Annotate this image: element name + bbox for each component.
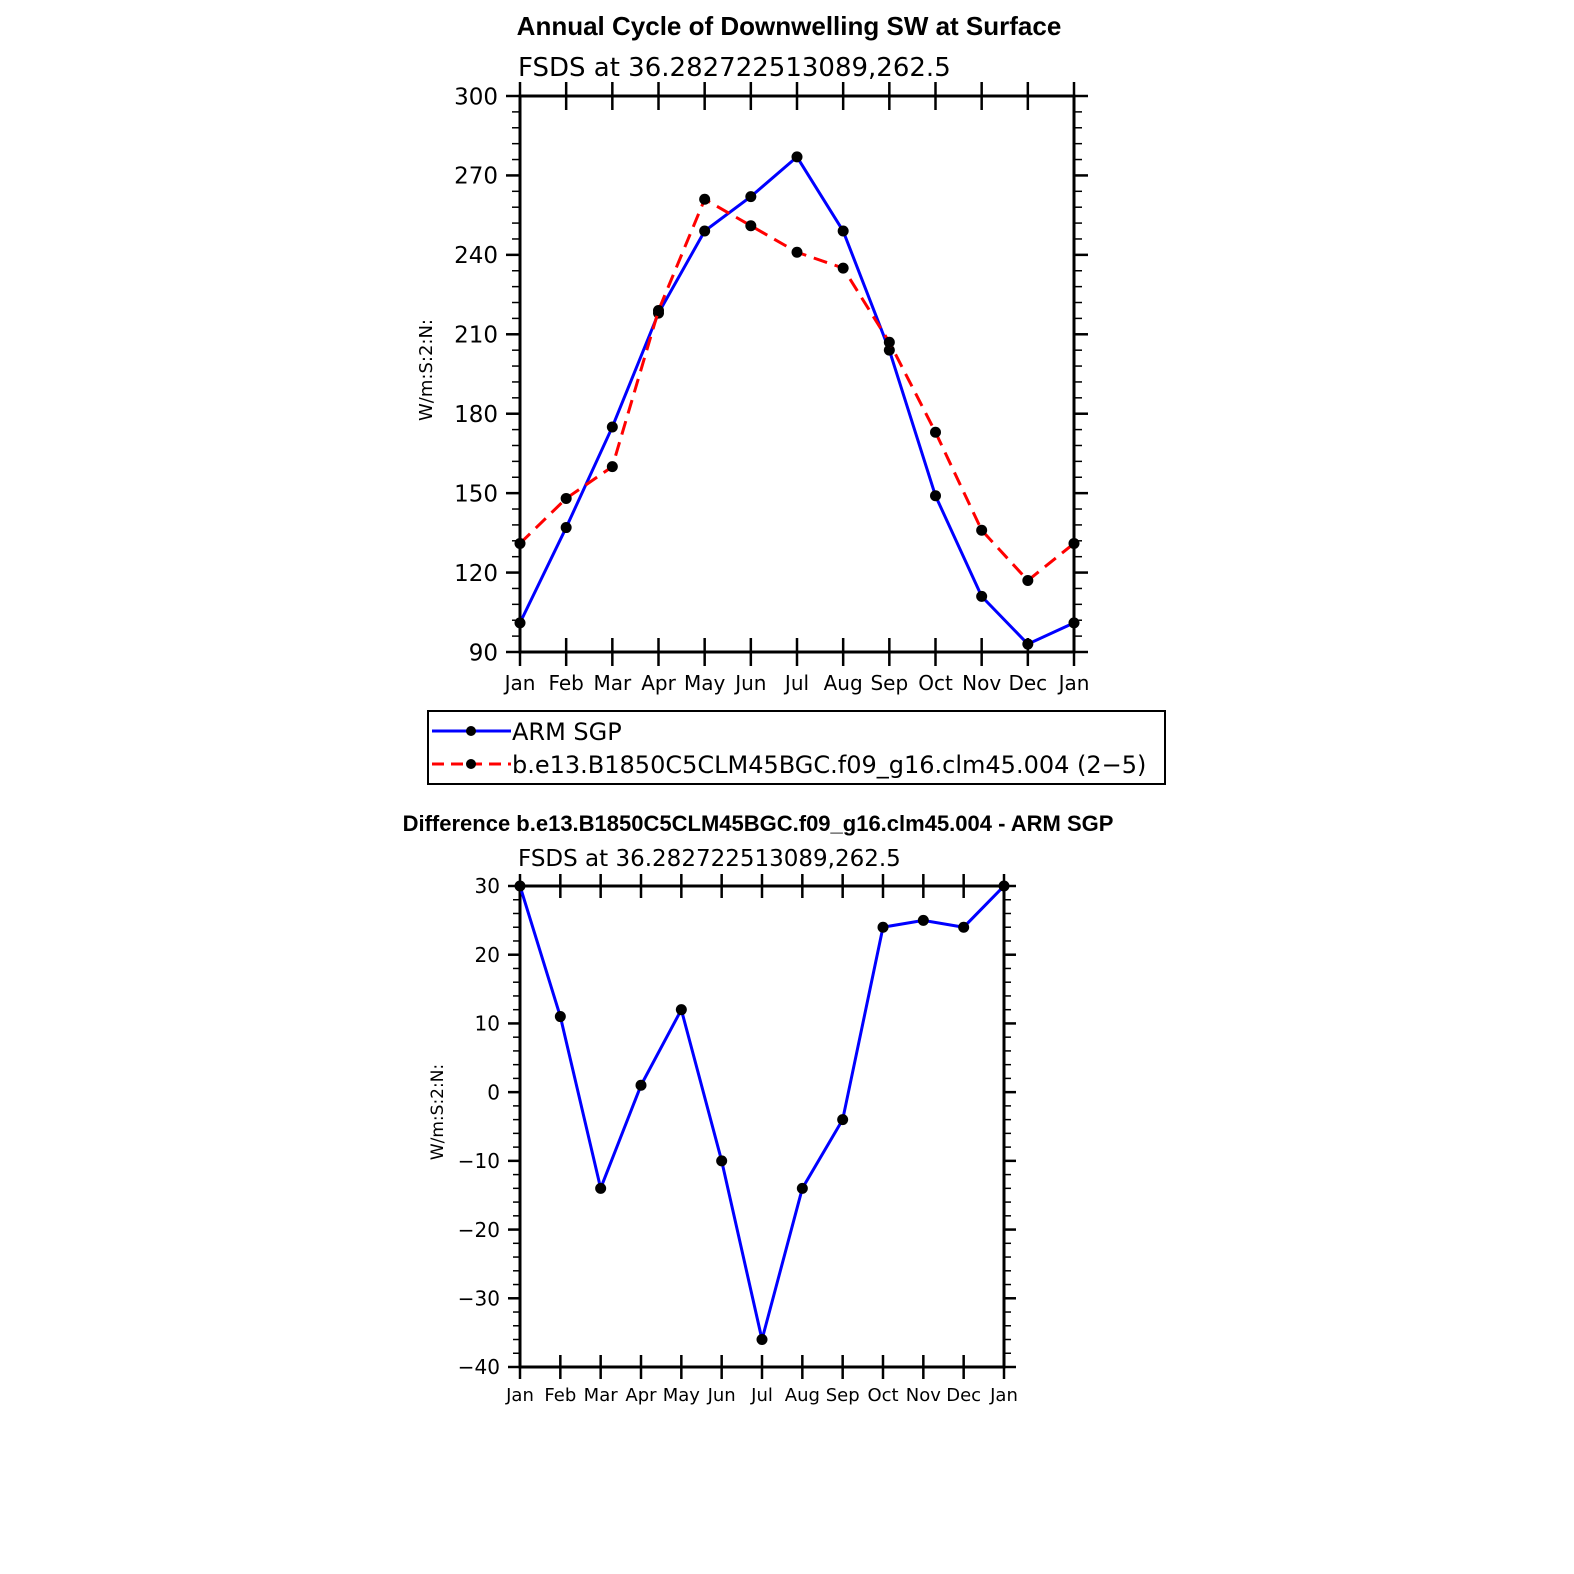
x-tick-label: May bbox=[684, 671, 726, 695]
data-point bbox=[745, 220, 757, 232]
data-point bbox=[606, 421, 618, 433]
y-tick-label: 30 bbox=[475, 874, 500, 898]
data-point bbox=[791, 246, 803, 258]
x-tick-label: Jul bbox=[750, 1385, 773, 1406]
data-point bbox=[514, 617, 526, 629]
data-point bbox=[1022, 575, 1034, 587]
y-tick-label: 300 bbox=[454, 84, 498, 110]
y-tick-label: 150 bbox=[454, 481, 498, 507]
x-tick-label: Apr bbox=[641, 671, 676, 695]
x-tick-label: Mar bbox=[584, 1385, 619, 1406]
y-tick-label: 20 bbox=[475, 943, 500, 967]
bottom-plot-area: Jan Feb Mar Apr May Jun Jul Aug Sep Oct Nov Dec Jan−… bbox=[458, 874, 1018, 1406]
legend-label-model: b.e13.B1850C5CLM45BGC.f09_g16.clm45.004 … bbox=[512, 751, 1146, 779]
x-tick-label: Jan bbox=[503, 671, 536, 695]
x-tick-label: Jun bbox=[733, 671, 766, 695]
data-point bbox=[716, 1155, 728, 1167]
data-point bbox=[976, 524, 988, 536]
data-point bbox=[877, 921, 889, 933]
plot-frame bbox=[518, 884, 1006, 1369]
x-tick-label: Oct bbox=[867, 1385, 898, 1406]
y-tick-label: −20 bbox=[458, 1218, 500, 1242]
data-point bbox=[1068, 617, 1080, 629]
x-tick-label: Jun bbox=[707, 1385, 736, 1406]
data-point bbox=[699, 193, 711, 205]
data-point bbox=[837, 225, 849, 237]
x-tick-label: Jan bbox=[1057, 671, 1090, 695]
x-tick-label: Sep bbox=[870, 671, 908, 695]
x-tick-label: Jan bbox=[505, 1385, 534, 1406]
data-point bbox=[554, 1011, 566, 1023]
data-point bbox=[791, 151, 803, 163]
legend-marker-arm bbox=[466, 726, 476, 736]
x-tick-label: Aug bbox=[824, 671, 863, 695]
data-point bbox=[699, 225, 711, 237]
series-line-1 bbox=[518, 884, 1006, 1340]
legend-box bbox=[427, 710, 1166, 785]
y-tick-label: 180 bbox=[454, 402, 498, 428]
data-point bbox=[883, 336, 895, 348]
x-tick-label: May bbox=[663, 1385, 701, 1406]
data-point bbox=[930, 426, 941, 438]
y-tick-label: 210 bbox=[454, 323, 498, 349]
top-legend: ARM SGP b.e13.B1850C5CLM45BGC.f09_g16.cl… bbox=[427, 710, 1166, 785]
x-tick-label: Jan bbox=[989, 1385, 1018, 1406]
x-tick-label: Feb bbox=[548, 671, 583, 695]
x-tick-label: Aug bbox=[785, 1385, 820, 1406]
legend-label-arm: ARM SGP bbox=[512, 718, 622, 746]
y-tick-label: −40 bbox=[458, 1355, 500, 1379]
bottom-chart-subtitle: FSDS at 36.282722513089,262.5 bbox=[518, 846, 901, 872]
data-point bbox=[606, 461, 618, 473]
data-point bbox=[595, 1182, 607, 1194]
top-chart-title: Annual Cycle of Downwelling SW at Surfac… bbox=[517, 11, 1062, 41]
data-point bbox=[998, 880, 1010, 892]
data-point bbox=[514, 537, 526, 549]
x-tick-label: Nov bbox=[962, 671, 1001, 695]
series-line-1 bbox=[518, 154, 1075, 646]
data-point bbox=[976, 590, 988, 602]
x-tick-label: Nov bbox=[906, 1385, 941, 1406]
x-tick-label: Feb bbox=[544, 1385, 576, 1406]
x-tick-label: Apr bbox=[625, 1385, 657, 1406]
y-tick-label: 270 bbox=[454, 164, 498, 190]
plot-frame bbox=[518, 94, 1076, 654]
y-tick-label: 10 bbox=[475, 1012, 500, 1036]
data-point bbox=[883, 344, 895, 356]
data-point bbox=[837, 1114, 849, 1126]
y-tick-label: 90 bbox=[469, 640, 498, 666]
data-point bbox=[756, 1334, 768, 1346]
x-tick-label: Sep bbox=[826, 1385, 860, 1406]
top-chart-subtitle: FSDS at 36.282722513089,262.5 bbox=[518, 53, 951, 83]
data-point bbox=[514, 880, 526, 892]
x-tick-label: Mar bbox=[593, 671, 632, 695]
top-chart-ylabel: W/m:S:2:N: bbox=[416, 319, 437, 421]
data-point bbox=[653, 304, 664, 316]
data-point bbox=[560, 522, 572, 534]
data-point bbox=[1022, 638, 1034, 650]
data-point bbox=[635, 1079, 647, 1091]
y-tick-label: −10 bbox=[458, 1149, 500, 1173]
data-point bbox=[796, 1182, 808, 1194]
data-point bbox=[560, 492, 572, 504]
x-tick-label: Jul bbox=[783, 671, 809, 695]
data-point bbox=[675, 1004, 687, 1016]
y-tick-label: 240 bbox=[454, 243, 498, 269]
x-tick-label: Oct bbox=[918, 671, 953, 695]
data-point bbox=[930, 490, 941, 502]
y-tick-label: 0 bbox=[487, 1080, 500, 1104]
data-point bbox=[1068, 537, 1080, 549]
top-plot-area: Jan Feb Mar Apr May Jun Jul Aug Sep Oct Nov Dec Jan9… bbox=[454, 82, 1089, 695]
data-point bbox=[917, 914, 929, 926]
y-tick-label: −30 bbox=[458, 1286, 500, 1310]
x-tick-label: Dec bbox=[1008, 671, 1047, 695]
data-point bbox=[958, 921, 970, 933]
bottom-chart-title: Difference b.e13.B1850C5CLM45BGC.f09_g16… bbox=[403, 811, 1114, 836]
bottom-chart-ylabel: W/m:S:2:N: bbox=[428, 1064, 448, 1160]
y-tick-label: 120 bbox=[454, 561, 498, 587]
data-point bbox=[745, 191, 757, 203]
legend-marker-model bbox=[466, 759, 476, 769]
x-tick-label: Dec bbox=[946, 1385, 981, 1406]
data-point bbox=[837, 262, 849, 274]
